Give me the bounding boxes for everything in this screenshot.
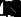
Text: (b): (b) [15, 0, 21, 15]
Text: (a): (a) [15, 0, 21, 14]
Text: (c): (c) [13, 0, 21, 15]
Legend: (a)  15 μW, (b)  45 μW, (c)  79 μW: (a) 15 μW, (b) 45 μW, (c) 79 μW [0, 15, 6, 17]
